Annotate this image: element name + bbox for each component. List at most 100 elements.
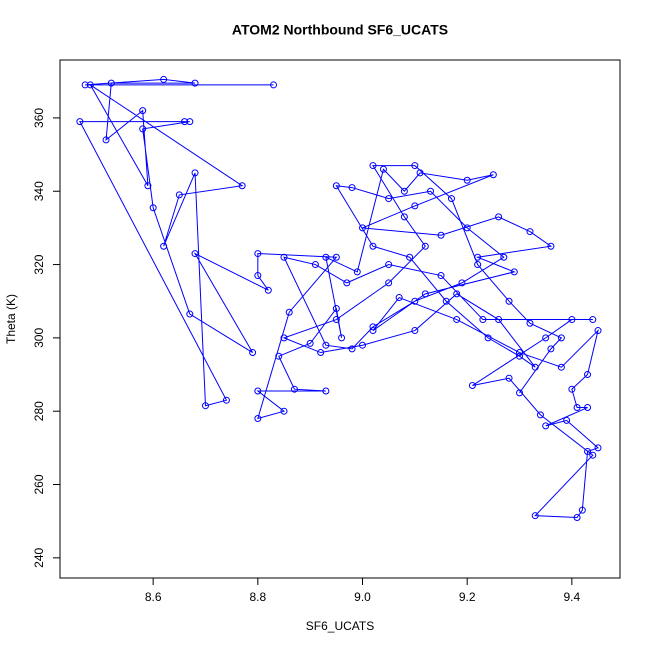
point <box>160 75 168 83</box>
point <box>589 316 597 324</box>
point <box>102 136 110 144</box>
point <box>306 339 314 347</box>
y-tick-label: 300 <box>32 328 46 348</box>
point <box>516 389 524 397</box>
point <box>411 297 419 305</box>
y-tick-label: 240 <box>32 548 46 568</box>
point <box>81 81 89 89</box>
point <box>332 316 340 324</box>
point <box>311 261 319 269</box>
point <box>395 294 403 302</box>
point <box>86 81 94 89</box>
point <box>238 182 246 190</box>
y-axis-label: Theta (K) <box>4 294 18 344</box>
point <box>474 261 482 269</box>
point <box>563 416 571 424</box>
point <box>573 404 581 412</box>
point <box>280 253 288 261</box>
point <box>447 195 455 203</box>
point <box>510 268 518 276</box>
point <box>385 261 393 269</box>
point <box>222 396 230 404</box>
point <box>322 341 330 349</box>
point <box>526 228 534 236</box>
point <box>416 169 424 177</box>
point <box>584 371 592 379</box>
point <box>400 213 408 221</box>
point <box>254 250 262 258</box>
point <box>264 286 272 294</box>
point <box>332 182 340 190</box>
point <box>191 169 199 177</box>
point <box>332 253 340 261</box>
point <box>453 316 461 324</box>
point <box>453 290 461 298</box>
point <box>139 125 147 133</box>
point <box>343 279 351 287</box>
point <box>332 305 340 313</box>
point <box>254 387 262 395</box>
point <box>505 297 513 305</box>
point <box>463 224 471 232</box>
point <box>573 514 581 522</box>
point <box>254 272 262 280</box>
point <box>442 297 450 305</box>
point <box>437 231 445 239</box>
point <box>542 334 550 342</box>
point <box>584 404 592 412</box>
point <box>191 250 199 258</box>
point <box>249 349 257 357</box>
point <box>594 444 602 452</box>
point <box>411 162 419 170</box>
point <box>369 327 377 335</box>
point <box>468 382 476 390</box>
point <box>280 334 288 342</box>
point <box>516 352 524 360</box>
point <box>280 407 288 415</box>
point <box>322 253 330 261</box>
point <box>181 118 189 126</box>
y-tick-label: 260 <box>32 474 46 494</box>
point <box>463 176 471 184</box>
point <box>531 512 539 520</box>
point <box>359 341 367 349</box>
x-tick-label: 8.6 <box>145 590 162 604</box>
point <box>421 290 429 298</box>
point <box>186 118 194 126</box>
point <box>144 182 152 190</box>
point <box>484 334 492 342</box>
point <box>191 79 199 87</box>
point <box>359 224 367 232</box>
point <box>285 308 293 316</box>
point <box>421 242 429 250</box>
point <box>589 451 597 459</box>
series-line <box>79 78 599 519</box>
point <box>175 191 183 199</box>
point <box>254 415 262 423</box>
point <box>107 79 115 87</box>
point <box>385 195 393 203</box>
point <box>578 506 586 514</box>
point <box>584 448 592 456</box>
point <box>542 422 550 430</box>
point <box>160 242 168 250</box>
point <box>479 316 487 324</box>
point <box>594 327 602 335</box>
point <box>369 242 377 250</box>
point <box>516 349 524 357</box>
point <box>379 165 387 173</box>
point <box>201 402 209 410</box>
point <box>369 162 377 170</box>
point <box>458 279 466 287</box>
point <box>557 334 565 342</box>
x-tick-label: 9.2 <box>459 590 476 604</box>
point <box>317 349 325 357</box>
point <box>338 334 346 342</box>
x-tick-label: 9.0 <box>354 590 371 604</box>
point <box>139 107 147 115</box>
point <box>568 316 576 324</box>
x-tick-label: 9.4 <box>564 590 581 604</box>
y-tick-label: 340 <box>32 181 46 201</box>
point <box>557 363 565 371</box>
point <box>149 204 157 212</box>
